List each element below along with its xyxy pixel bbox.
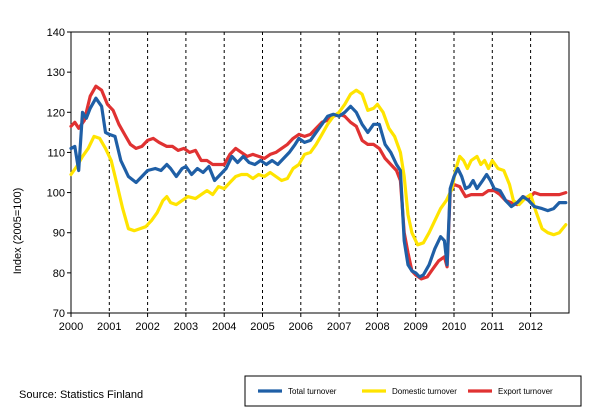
x-tick-label: 2012 xyxy=(518,321,542,333)
x-tick-label: 2011 xyxy=(480,321,504,333)
y-tick-label: 110 xyxy=(47,147,65,159)
y-tick-label: 140 xyxy=(47,27,65,39)
legend-label: Domestic turnover xyxy=(392,387,457,396)
x-tick-label: 2005 xyxy=(250,321,274,333)
y-tick-label: 100 xyxy=(47,188,65,200)
y-tick-label: 130 xyxy=(47,67,65,79)
x-tick-label: 2007 xyxy=(327,321,351,333)
legend-box xyxy=(244,375,582,407)
x-tick-label: 2009 xyxy=(403,321,427,333)
source-note: Source: Statistics Finland xyxy=(19,389,144,401)
x-tick-label: 2002 xyxy=(135,321,159,333)
y-tick-label: 90 xyxy=(53,228,65,240)
x-tick-label: 2004 xyxy=(212,321,236,333)
x-tick-label: 2001 xyxy=(97,321,121,333)
y-tick-labels: 70 80 90 100 110 120 130 140 xyxy=(47,27,65,320)
y-tick-label: 80 xyxy=(53,268,65,280)
series-line-total-turnover xyxy=(69,96,568,279)
x-tick-labels: 2000 2001 2002 2003 2004 2005 2006 2007 2008 2009… xyxy=(59,321,543,333)
legend: Total turnover Domestic turnover Export tu… xyxy=(244,375,582,407)
x-tick-label: 2010 xyxy=(442,321,466,333)
series-line-domestic-turnover xyxy=(69,88,568,247)
y-tick-label: 120 xyxy=(47,107,65,119)
series-lines xyxy=(69,84,568,281)
legend-label: Total turnover xyxy=(288,387,337,396)
x-tick-label: 2003 xyxy=(174,321,198,333)
y-axis-label: Index (2005=100) xyxy=(12,188,24,275)
y-tick-label: 70 xyxy=(53,308,65,320)
legend-label: Export turnover xyxy=(498,387,553,396)
x-tick-label: 2006 xyxy=(289,321,313,333)
x-tick-label: 2008 xyxy=(365,321,389,333)
x-tick-label: 2000 xyxy=(59,321,83,333)
